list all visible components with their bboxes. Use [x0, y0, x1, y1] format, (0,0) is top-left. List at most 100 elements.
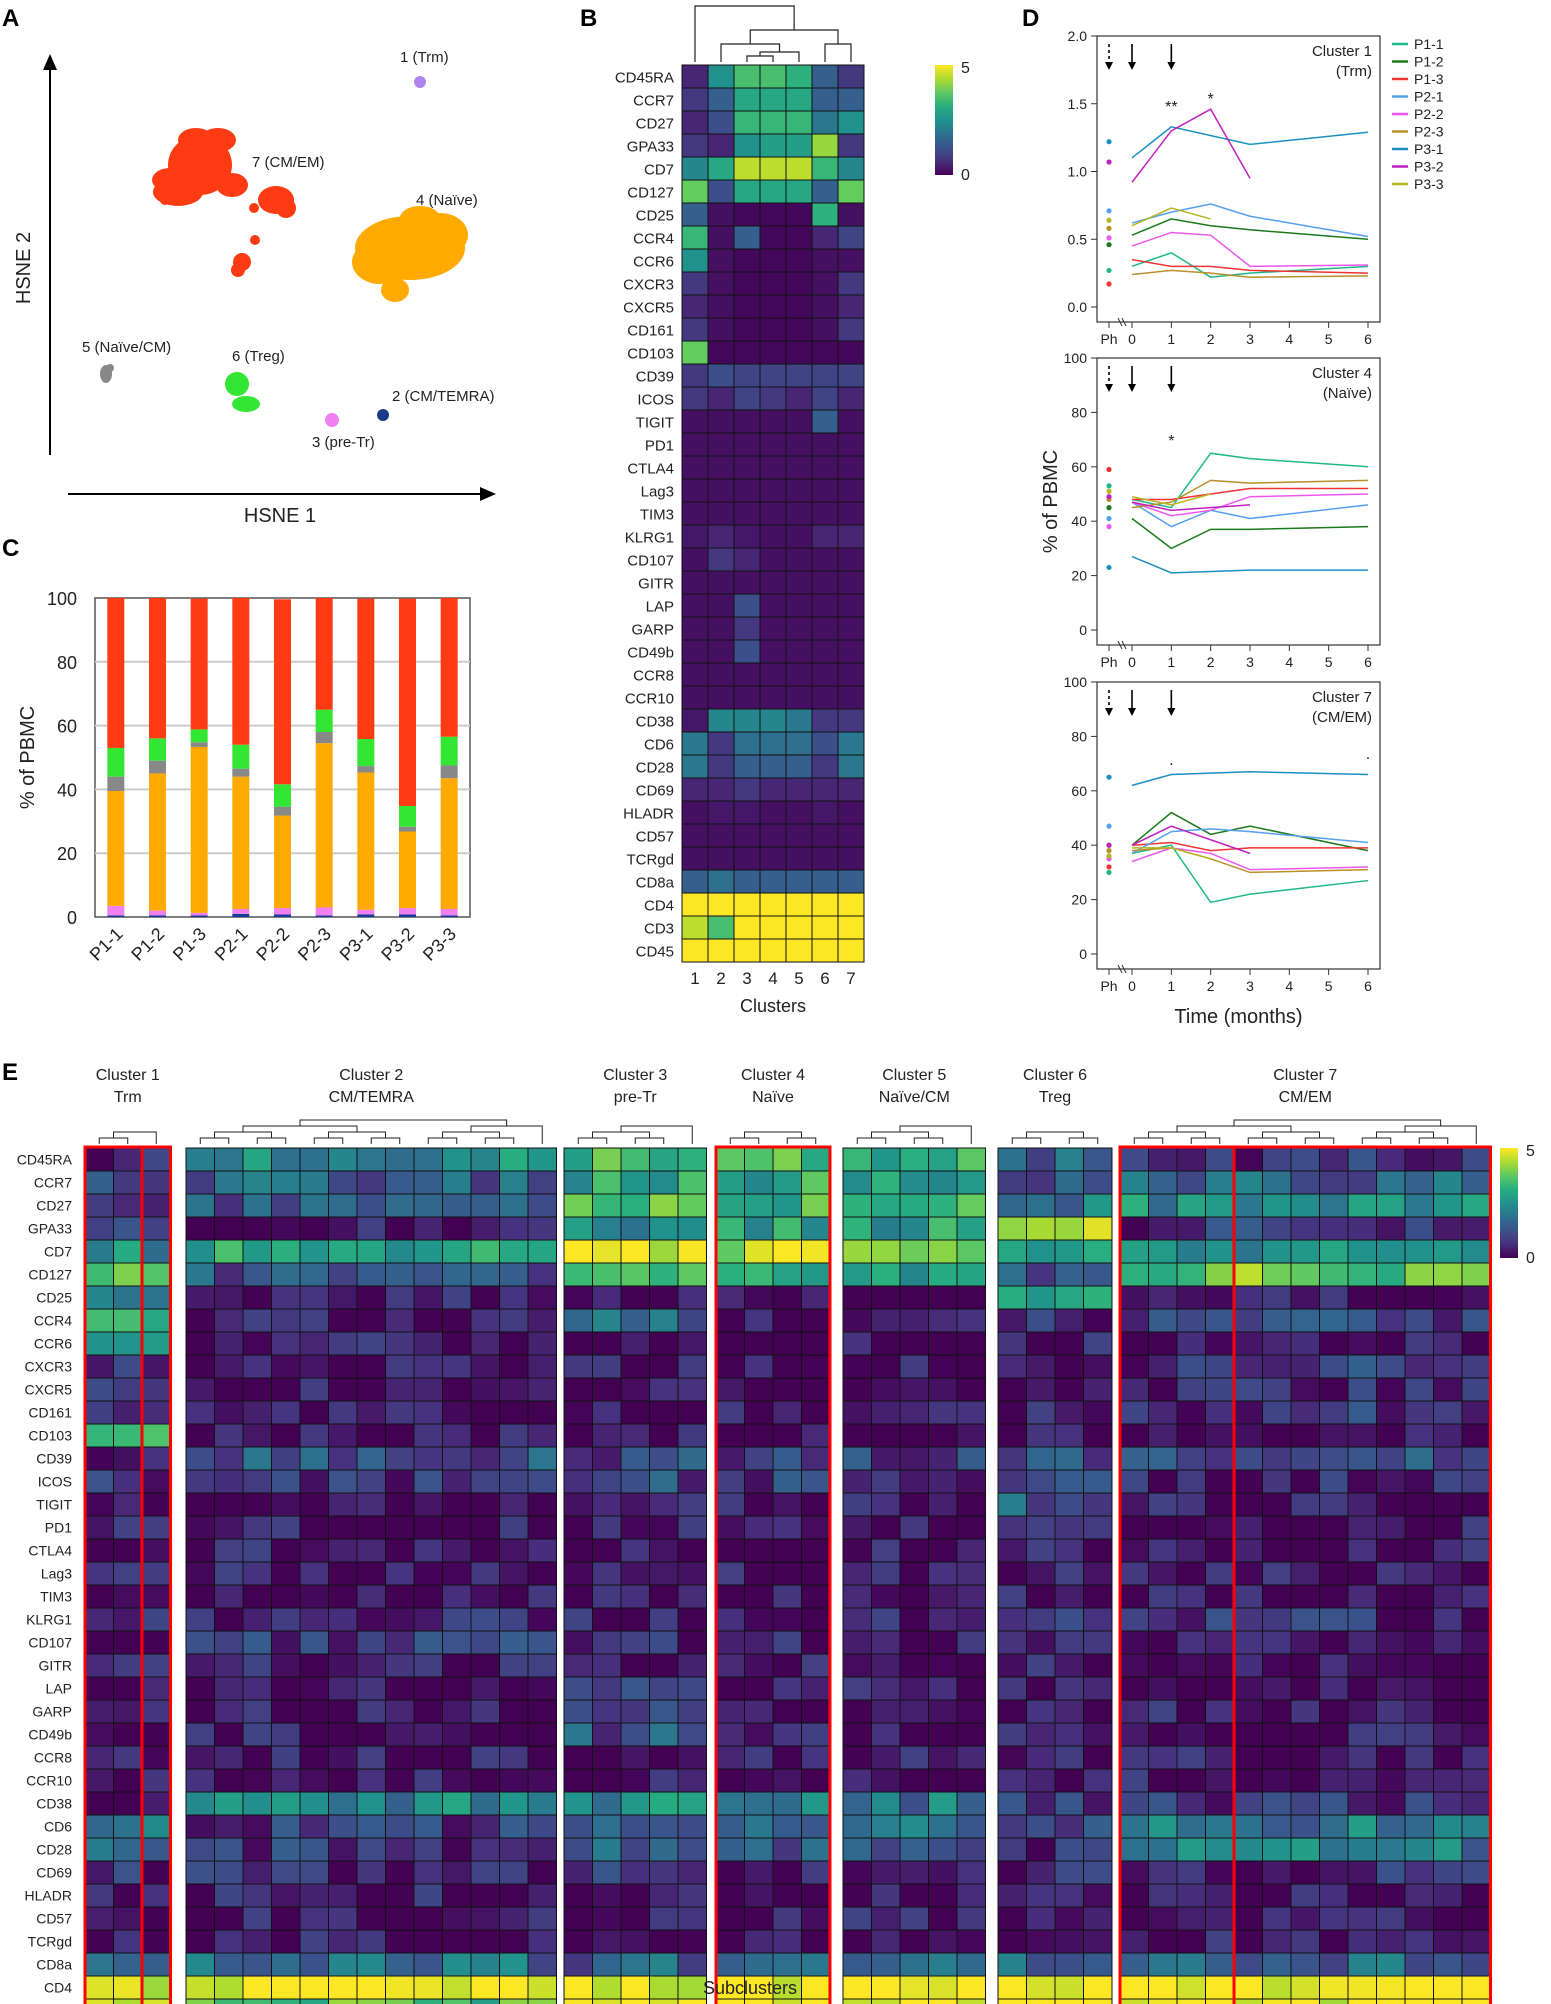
line-chart-x-tick: 3	[1246, 978, 1254, 994]
heatmap-e-cell	[113, 1285, 143, 1310]
heatmap-e-cell	[842, 1860, 872, 1885]
heatmap-e-cell	[871, 1492, 901, 1517]
heatmap-e-cell	[842, 1975, 872, 2000]
bar-chart-y-tick: 20	[57, 844, 77, 864]
heatmap-e-cell	[1262, 1147, 1292, 1172]
heatmap-e-cell	[1262, 1768, 1292, 1793]
heatmap-e-cell	[899, 1354, 929, 1379]
heatmap-e-cell	[1461, 1492, 1491, 1517]
heatmap-e-cell	[1319, 1998, 1349, 2004]
heatmap-e-cell	[1290, 1308, 1320, 1333]
heatmap-e-cell	[499, 1147, 529, 1172]
heatmap-e-cell	[499, 1561, 529, 1586]
heatmap-e-cell	[385, 1446, 415, 1471]
heatmap-b-row-label: TCRgd	[626, 852, 674, 869]
heatmap-e-cell	[527, 1768, 557, 1793]
heatmap-e-cell	[677, 1400, 707, 1425]
heatmap-e-cell	[470, 1561, 500, 1586]
heatmap-e-cell	[1404, 1745, 1434, 1770]
heatmap-e-cell	[715, 1239, 745, 1264]
heatmap-e-cell	[928, 1814, 958, 1839]
heatmap-e-cell	[1119, 1561, 1149, 1586]
heatmap-e-cell	[470, 1469, 500, 1494]
heatmap-e-cell	[185, 1400, 215, 1425]
heatmap-e-cell	[1433, 1492, 1463, 1517]
heatmap-e-cell	[1083, 1630, 1113, 1655]
heatmap-e-cell	[385, 1676, 415, 1701]
heatmap-e-cell	[772, 1400, 802, 1425]
heatmap-e-row-label: CD107	[28, 1635, 72, 1651]
heatmap-b-cell	[707, 869, 735, 894]
heatmap-e-cell	[271, 1814, 301, 1839]
heatmap-e-cell	[1461, 1147, 1491, 1172]
heatmap-e-cell	[385, 1998, 415, 2004]
heatmap-e-cell	[442, 1239, 472, 1264]
heatmap-e-cell	[356, 1929, 386, 1954]
heatmap-e-cell	[772, 1354, 802, 1379]
bar-segment-P2-1-s5	[232, 744, 250, 769]
heatmap-e-group-subtitle: CM/TEMRA	[329, 1089, 415, 1106]
heatmap-e-cell	[1148, 1239, 1178, 1264]
line-chart-title: Cluster 1	[1312, 43, 1372, 60]
heatmap-e-cell	[328, 1308, 358, 1333]
heatmap-e-cell	[1233, 1239, 1263, 1264]
heatmap-e-cell	[1433, 1469, 1463, 1494]
heatmap-e-cell	[1347, 1170, 1377, 1195]
heatmap-e-cell	[1054, 1515, 1084, 1540]
heatmap-e-cell	[1026, 1400, 1056, 1425]
heatmap-e-cell	[1054, 1768, 1084, 1793]
heatmap-b-cell	[733, 892, 761, 917]
heatmap-e-group-subtitle: Naïve/CM	[879, 1089, 950, 1106]
heatmap-e-cell	[1404, 1285, 1434, 1310]
heatmap-e-cell	[527, 1722, 557, 1747]
heatmap-e-cell	[801, 1446, 831, 1471]
heatmap-e-cell	[1319, 1860, 1349, 1885]
heatmap-e-cell	[1319, 1791, 1349, 1816]
heatmap-e-cell	[1176, 1998, 1206, 2004]
heatmap-e-cell	[871, 1239, 901, 1264]
heatmap-e-cell	[385, 1584, 415, 1609]
heatmap-e-cell	[715, 1147, 745, 1172]
heatmap-e-cell	[470, 1906, 500, 1931]
heatmap-e-cell	[1290, 1262, 1320, 1287]
heatmap-e-cell	[185, 1998, 215, 2004]
heatmap-e-cell	[956, 1814, 986, 1839]
heatmap-e-cell	[242, 1699, 272, 1724]
heatmap-b-cell	[733, 685, 761, 710]
heatmap-e-cell	[442, 1331, 472, 1356]
heatmap-e-cell	[1404, 1860, 1434, 1885]
heatmap-b-cell	[811, 87, 839, 112]
heatmap-e-cell	[141, 1975, 171, 2000]
heatmap-e-cell	[1083, 1400, 1113, 1425]
heatmap-e-cell	[328, 1492, 358, 1517]
heatmap-e-cell	[84, 1354, 114, 1379]
heatmap-e-cell	[1233, 1262, 1263, 1287]
heatmap-e-cell	[592, 1239, 622, 1264]
heatmap-e-cell	[842, 1331, 872, 1356]
heatmap-e-cell	[299, 1515, 329, 1540]
e-colorbar-tick-min: 0	[1526, 1250, 1535, 1267]
heatmap-e-cell	[649, 1653, 679, 1678]
heatmap-e-cell	[1054, 1492, 1084, 1517]
heatmap-e-cell	[1347, 1331, 1377, 1356]
heatmap-e-cell	[1376, 1676, 1406, 1701]
heatmap-e-cell	[677, 1308, 707, 1333]
line-chart-ph-point-P3-3	[1106, 217, 1112, 223]
heatmap-e-row-label: GARP	[32, 1704, 72, 1720]
heatmap-e-cell	[84, 1446, 114, 1471]
heatmap-e-cell	[677, 1814, 707, 1839]
heatmap-e-cell	[113, 1193, 143, 1218]
heatmap-e-cell	[1290, 1216, 1320, 1241]
heatmap-e-cell	[413, 1446, 443, 1471]
heatmap-e-cell	[871, 1469, 901, 1494]
heatmap-e-cell	[744, 1423, 774, 1448]
heatmap-e-cell	[1148, 1446, 1178, 1471]
heatmap-e-cell	[899, 1193, 929, 1218]
heatmap-e-cell	[1205, 1584, 1235, 1609]
heatmap-e-cell	[899, 1860, 929, 1885]
bar-chart-y-label: % of PBMC	[17, 706, 39, 809]
heatmap-e-cell	[113, 1607, 143, 1632]
hsne-cluster-3-dot	[325, 413, 339, 427]
heatmap-e-cell	[84, 1216, 114, 1241]
heatmap-e-cell	[744, 1400, 774, 1425]
